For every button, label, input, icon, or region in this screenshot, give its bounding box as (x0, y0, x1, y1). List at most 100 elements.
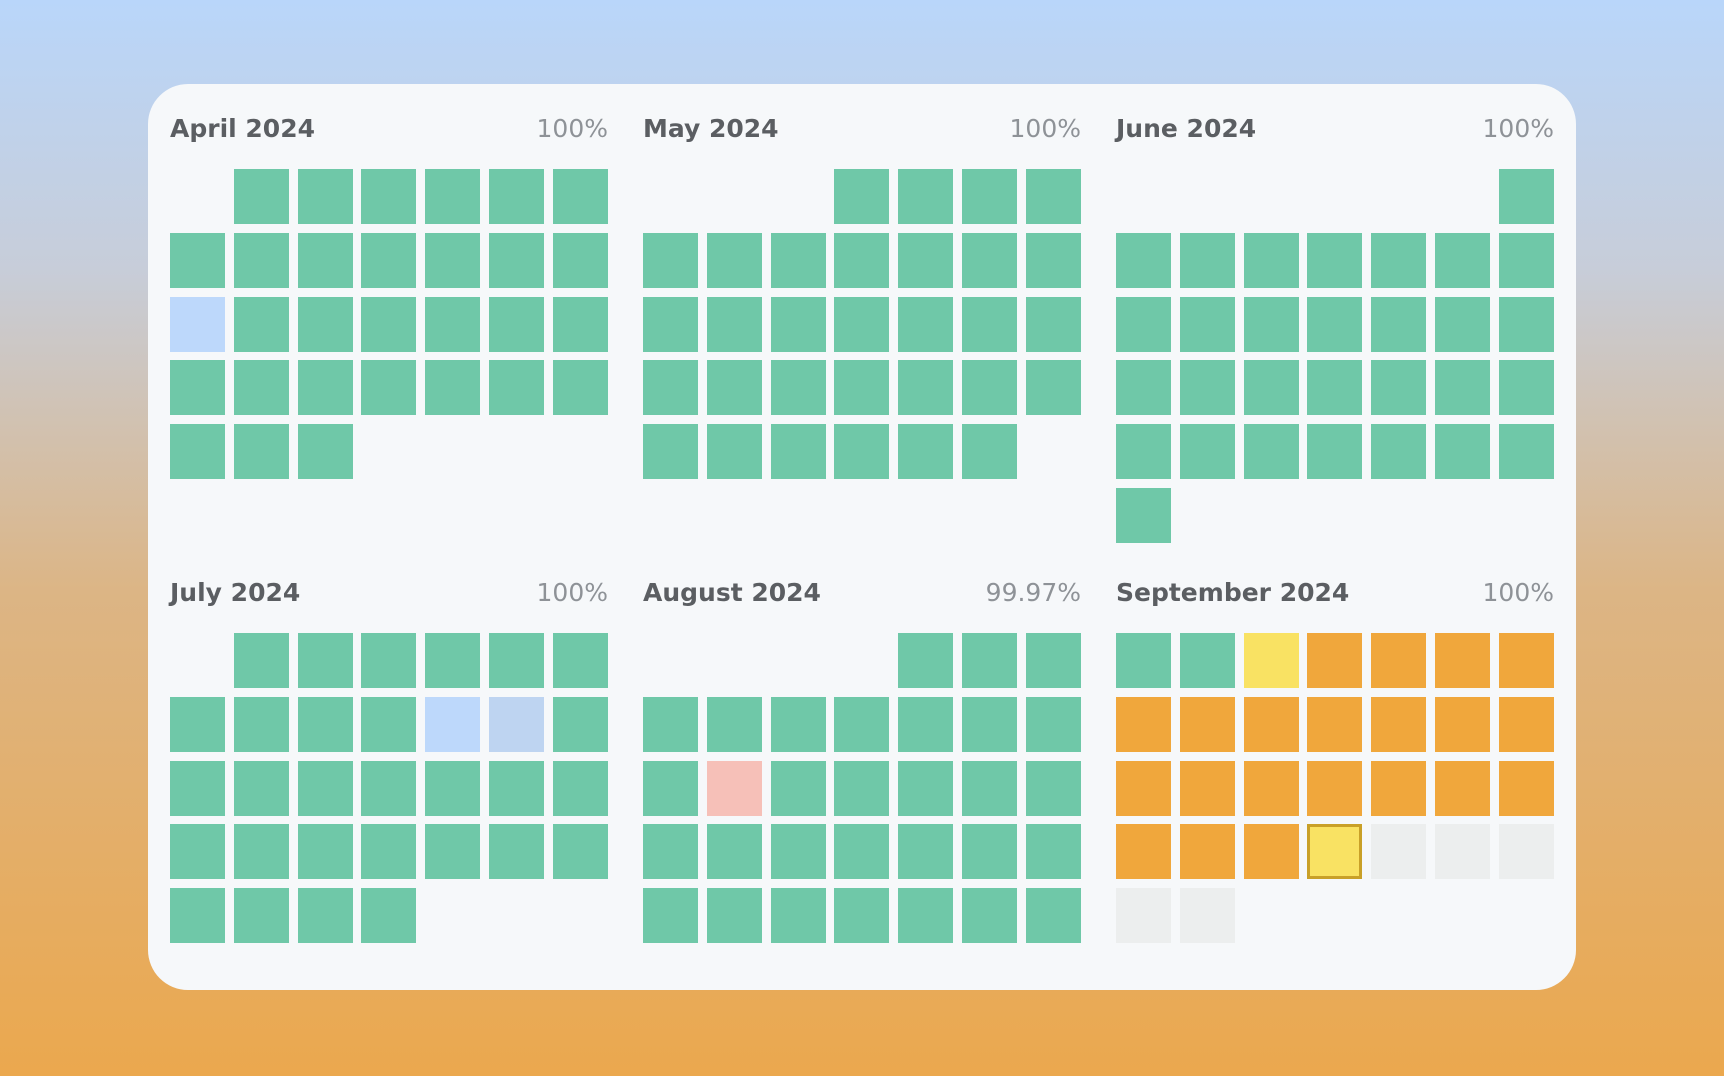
day-cell[interactable] (898, 360, 954, 416)
day-cell[interactable] (1307, 232, 1363, 288)
day-cell[interactable] (898, 296, 954, 352)
day-cell[interactable] (425, 360, 481, 416)
day-cell[interactable] (643, 296, 698, 352)
day-cell[interactable] (170, 760, 225, 816)
day-cell[interactable] (834, 360, 890, 416)
day-cell[interactable] (1025, 360, 1081, 416)
day-cell[interactable] (1025, 888, 1081, 944)
day-cell[interactable] (706, 232, 762, 288)
day-cell[interactable] (1435, 424, 1490, 480)
day-cell[interactable] (1179, 888, 1235, 944)
day-cell[interactable] (1179, 296, 1235, 352)
day-cell[interactable] (297, 169, 353, 224)
day-cell[interactable] (1179, 824, 1235, 880)
day-cell[interactable] (489, 169, 544, 224)
day-cell[interactable] (898, 424, 954, 480)
day-cell[interactable] (834, 824, 890, 880)
day-cell[interactable] (1243, 424, 1299, 480)
day-cell[interactable] (834, 760, 890, 816)
day-cell[interactable] (770, 760, 826, 816)
day-cell[interactable] (962, 360, 1017, 416)
day-cell[interactable] (1371, 760, 1427, 816)
day-cell[interactable] (706, 360, 762, 416)
day-cell[interactable] (1243, 824, 1299, 880)
day-cell[interactable] (1116, 296, 1171, 352)
day-cell[interactable] (962, 232, 1017, 288)
day-cell[interactable] (770, 232, 826, 288)
day-cell[interactable] (1179, 696, 1235, 752)
day-cell[interactable] (1371, 296, 1427, 352)
day-cell[interactable] (233, 760, 289, 816)
day-cell[interactable] (170, 888, 225, 944)
day-cell[interactable] (1025, 696, 1081, 752)
day-cell[interactable] (1435, 296, 1490, 352)
day-cell[interactable] (1498, 696, 1554, 752)
day-cell[interactable] (361, 824, 417, 880)
day-cell[interactable] (233, 424, 289, 480)
day-cell[interactable] (643, 232, 698, 288)
day-cell[interactable] (898, 760, 954, 816)
day-cell[interactable] (706, 696, 762, 752)
day-cell[interactable] (489, 360, 544, 416)
day-cell[interactable] (297, 633, 353, 688)
day-cell[interactable] (1116, 888, 1171, 944)
day-cell[interactable] (1243, 232, 1299, 288)
day-cell[interactable] (1435, 824, 1490, 880)
day-cell[interactable] (706, 888, 762, 944)
day-cell[interactable] (770, 360, 826, 416)
day-cell[interactable] (1307, 633, 1363, 688)
day-cell[interactable] (489, 760, 544, 816)
day-cell[interactable] (1179, 633, 1235, 688)
day-cell[interactable] (297, 232, 353, 288)
day-cell[interactable] (1116, 633, 1171, 688)
day-cell[interactable] (233, 296, 289, 352)
day-cell[interactable] (643, 696, 698, 752)
day-cell[interactable] (552, 169, 608, 224)
day-cell[interactable] (962, 633, 1017, 688)
day-cell[interactable] (1498, 824, 1554, 880)
day-cell[interactable] (770, 424, 826, 480)
day-cell[interactable] (1243, 760, 1299, 816)
day-cell[interactable] (1371, 824, 1427, 880)
day-cell[interactable] (425, 232, 481, 288)
day-cell[interactable] (898, 633, 954, 688)
day-cell[interactable] (552, 296, 608, 352)
day-cell[interactable] (552, 696, 608, 752)
day-cell[interactable] (552, 232, 608, 288)
day-cell[interactable] (1498, 633, 1554, 688)
day-cell[interactable] (1435, 232, 1490, 288)
day-cell[interactable] (1025, 760, 1081, 816)
day-cell[interactable] (552, 633, 608, 688)
day-cell[interactable] (361, 760, 417, 816)
day-cell[interactable] (1025, 296, 1081, 352)
day-cell[interactable] (361, 888, 417, 944)
day-cell[interactable] (643, 824, 698, 880)
day-cell[interactable] (643, 760, 698, 816)
day-cell[interactable] (1179, 424, 1235, 480)
day-cell[interactable] (1025, 169, 1081, 224)
day-cell[interactable] (770, 824, 826, 880)
day-cell[interactable] (1435, 760, 1490, 816)
day-cell[interactable] (962, 169, 1017, 224)
day-cell[interactable] (770, 696, 826, 752)
day-cell[interactable] (552, 760, 608, 816)
day-cell[interactable] (1498, 169, 1554, 224)
day-cell[interactable] (361, 232, 417, 288)
day-cell[interactable] (770, 888, 826, 944)
day-cell[interactable] (170, 696, 225, 752)
day-cell[interactable] (770, 296, 826, 352)
day-cell[interactable] (1243, 296, 1299, 352)
day-cell[interactable] (1498, 296, 1554, 352)
day-cell[interactable] (1371, 633, 1427, 688)
day-cell[interactable] (297, 424, 353, 480)
day-cell[interactable] (1116, 424, 1171, 480)
day-cell[interactable] (233, 169, 289, 224)
day-cell[interactable] (1116, 232, 1171, 288)
day-cell[interactable] (1116, 760, 1171, 816)
day-cell[interactable] (425, 824, 481, 880)
day-cell[interactable] (297, 696, 353, 752)
day-cell[interactable] (834, 424, 890, 480)
day-cell[interactable] (1179, 360, 1235, 416)
day-cell[interactable] (1498, 424, 1554, 480)
day-cell[interactable] (1116, 824, 1171, 880)
